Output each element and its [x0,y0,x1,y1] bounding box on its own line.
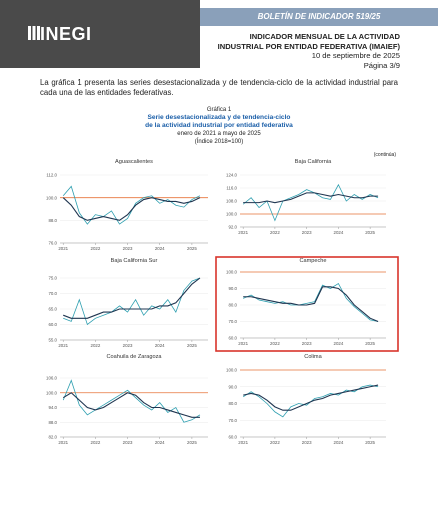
y-tick-label: 88.0 [48,420,57,425]
y-tick-label: 80.0 [228,303,237,308]
title-line: INDUSTRIAL POR ENTIDAD FEDERATIVA (IMAIE… [217,41,400,51]
trend-line [62,392,200,418]
seasonally-adjusted-line [62,379,201,423]
y-tick-label: 88.0 [48,218,57,223]
y-tick-label: 100.0 [226,368,238,373]
y-tick-label: 116.0 [226,186,237,191]
trend-line [243,384,379,411]
intro-paragraph: La gráfica 1 presenta las series desesta… [40,78,398,97]
x-tick-label: 2024 [334,230,344,235]
x-tick-label: 2024 [155,440,165,445]
seasonally-adjusted-line [62,185,201,225]
y-tick-label: 82.0 [48,435,57,440]
x-tick-label: 2024 [334,440,344,445]
x-tick-label: 2025 [187,343,197,348]
y-tick-label: 112.0 [46,173,57,178]
chart-title: Colima [304,354,322,360]
seasonally-adjusted-line [63,277,201,326]
x-tick-label: 2023 [302,440,312,445]
chart-title: Baja California [295,159,332,165]
header-titles: INDICADOR MENSUAL DE LA ACTIVIDAD INDUST… [218,32,400,70]
y-tick-label: 108.0 [226,199,238,204]
continues-note: (continúa) [373,152,396,158]
chart-title: Baja California Sur [111,258,158,264]
y-tick-label: 55.0 [48,338,57,343]
x-tick-label: 2021 [238,440,248,445]
y-tick-label: 70.0 [228,418,237,423]
chart-title: Coahuila de Zaragoza [106,354,162,360]
logo-text: INEGI [40,24,92,44]
x-tick-label: 2025 [187,440,197,445]
y-tick-label: 60.0 [48,322,57,327]
y-tick-label: 80.0 [228,401,237,406]
y-tick-label: 70.0 [48,291,57,296]
x-tick-label: 2025 [187,246,197,251]
y-tick-label: 100.0 [46,195,58,200]
y-tick-label: 92.0 [228,225,237,230]
x-tick-label: 2022 [91,440,101,445]
x-tick-label: 2022 [270,440,280,445]
figure-label: Gráfica 1 [206,107,232,113]
x-tick-label: 2025 [365,341,375,346]
figure-title: de la actividad industrial por entidad f… [145,122,293,129]
x-tick-label: 2021 [58,246,68,251]
x-tick-label: 2021 [58,343,68,348]
seasonally-adjusted-line [243,282,379,322]
x-tick-label: 2021 [58,440,68,445]
x-tick-label: 2023 [302,341,312,346]
bulletin-tab: BOLETÍN DE INDICADOR 519/25 [200,8,438,26]
figure-title: Serie desestacionalizada y de tendencia-… [147,114,291,121]
logo-icon [28,26,40,40]
figure-index: (Índice 2018=100) [194,139,244,145]
chart-title: Aguascalientes [115,159,153,165]
x-tick-label: 2022 [270,341,280,346]
x-tick-label: 2025 [365,230,375,235]
title-line: INDICADOR MENSUAL DE LA ACTIVIDAD [249,32,400,41]
y-tick-label: 70.0 [228,319,237,324]
y-tick-label: 124.0 [226,173,238,178]
y-tick-label: 100.0 [226,212,238,217]
x-tick-label: 2022 [91,343,101,348]
y-tick-label: 106.0 [46,376,58,381]
x-tick-label: 2021 [238,341,248,346]
y-tick-label: 60.0 [228,435,237,440]
y-tick-label: 90.0 [228,384,237,389]
page-number: Página 3/9 [363,60,400,70]
seasonally-adjusted-line [242,183,379,222]
trend-line [243,192,379,204]
y-tick-label: 76.0 [48,241,57,246]
y-tick-label: 60.0 [228,336,237,341]
y-tick-label: 94.0 [48,405,57,410]
figure-period: enero de 2021 a mayo de 2025 [177,131,261,137]
y-tick-label: 100.0 [46,390,58,395]
x-tick-label: 2024 [155,343,165,348]
x-tick-label: 2023 [123,440,133,445]
x-tick-label: 2021 [238,230,248,235]
x-tick-label: 2025 [365,440,375,445]
x-tick-label: 2022 [91,246,101,251]
y-tick-label: 90.0 [228,286,237,291]
x-tick-label: 2023 [123,246,133,251]
date: 10 de septiembre de 2025 [311,51,400,61]
trend-line [62,197,201,221]
y-tick-label: 75.0 [48,276,57,281]
x-tick-label: 2024 [334,341,344,346]
trend-line [243,286,379,323]
highlight-box [215,256,399,352]
x-tick-label: 2023 [123,343,133,348]
x-tick-label: 2022 [270,230,280,235]
x-tick-label: 2023 [302,230,312,235]
x-tick-label: 2024 [155,246,165,251]
y-tick-label: 100.0 [226,270,238,275]
figure-caption: Gráfica 1 Serie desestacionalizada y de … [40,106,398,146]
chart-title: Campeche [299,258,326,264]
y-tick-label: 65.0 [48,307,57,312]
trend-line [63,277,201,319]
